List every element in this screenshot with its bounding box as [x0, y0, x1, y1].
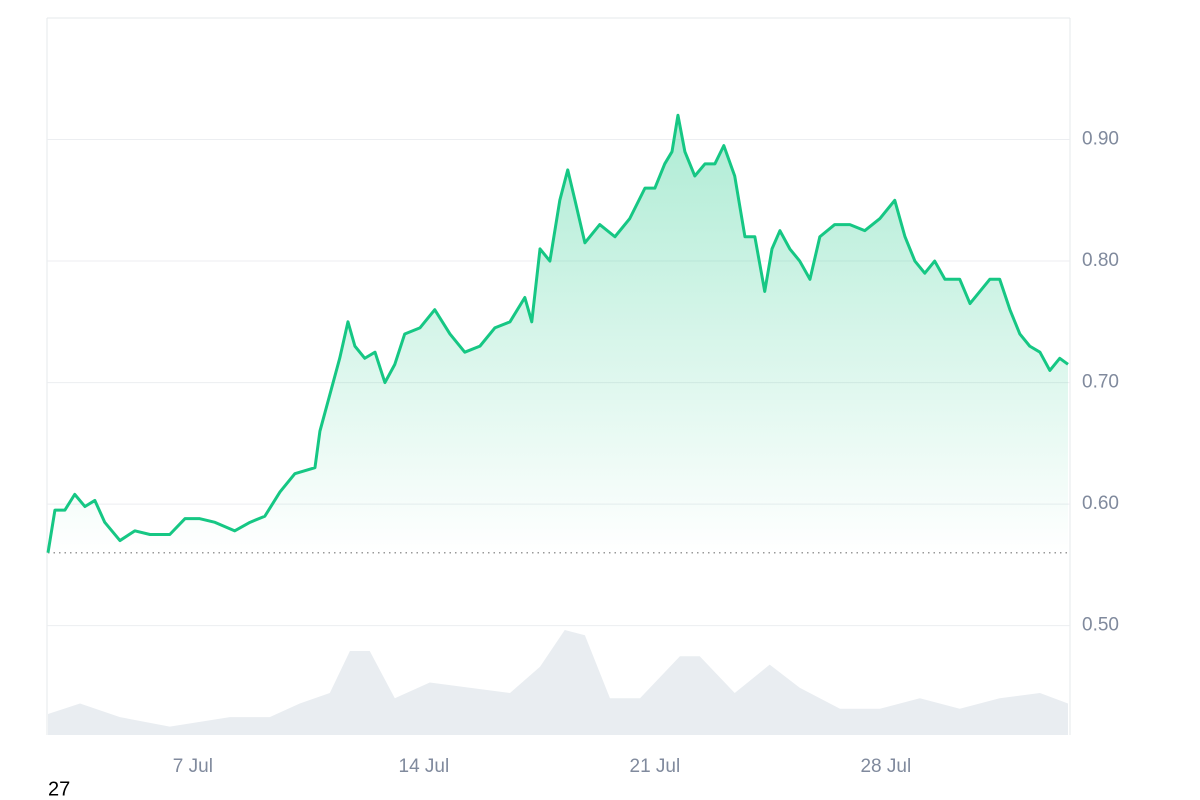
annotation: 27 — [48, 778, 70, 800]
price-line — [46, 113, 1069, 553]
x-tick-label: 28 Jul — [860, 756, 911, 777]
y-tick-label: 0.60 — [1082, 493, 1119, 514]
x-tick-label: 7 Jul — [173, 756, 213, 777]
price-area — [48, 115, 1068, 553]
y-tick-label: 0.50 — [1082, 615, 1119, 636]
x-tick-label: 21 Jul — [630, 756, 681, 777]
y-tick-label: 0.70 — [1082, 372, 1119, 393]
y-tick-label: 0.80 — [1082, 250, 1119, 271]
y-tick-label: 0.90 — [1082, 129, 1119, 150]
x-tick-label: 14 Jul — [399, 756, 450, 777]
volume-area — [48, 630, 1068, 735]
